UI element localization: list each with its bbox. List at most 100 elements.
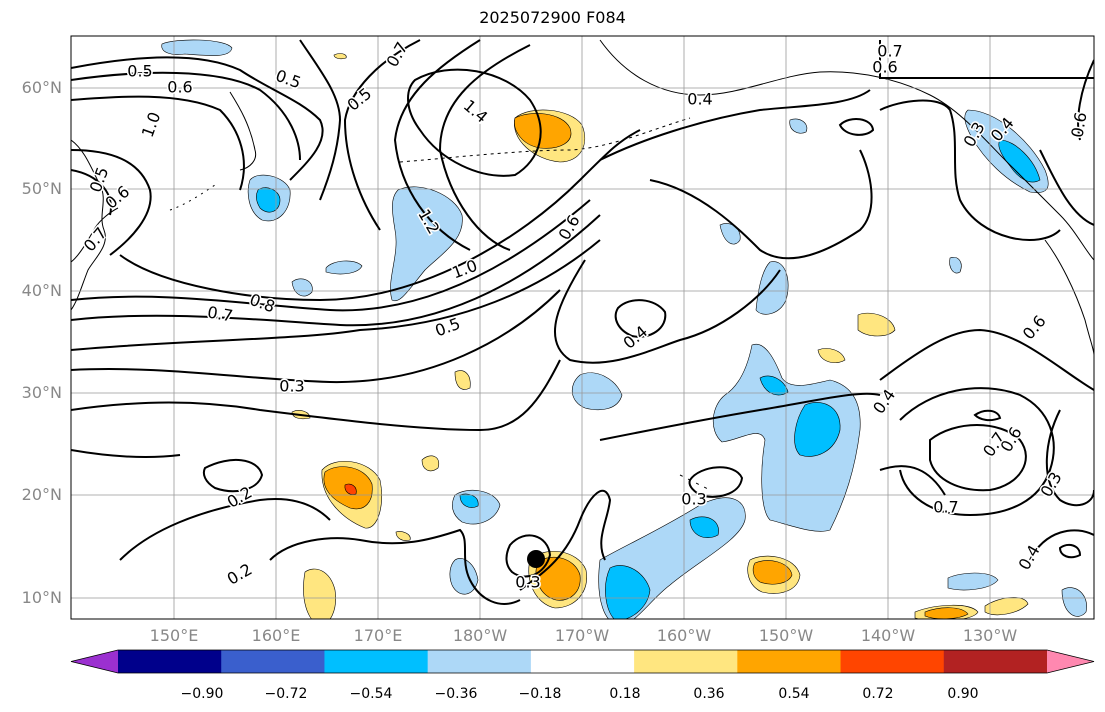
shade-blue-light [325,260,363,275]
contour-label: 0.7 [383,39,412,71]
contour [1077,59,1094,141]
colorbar-extend-right [1047,650,1094,673]
alaska-coast [599,39,1094,261]
colorbar-label: 0.72 [862,686,894,702]
shade-blue-light [719,223,741,245]
contour [879,465,946,496]
contour [393,39,481,251]
shade-yellow [333,53,347,60]
kamchatka-coast [229,91,257,171]
contour [71,289,561,384]
colorbar-label: 0.90 [947,686,979,702]
contour [929,424,1027,492]
colorbar [70,649,1095,674]
colorbar-segment [840,650,945,673]
contour [688,466,744,498]
colorbar-segment [221,650,325,673]
contour-label: 0.6 [167,78,192,97]
shade-blue-light [949,257,962,274]
shade-yellow [454,370,471,390]
contour-label: 0.7 [877,42,902,61]
shade-blue-light [1061,587,1087,617]
contour [554,259,781,364]
contour-label: 0.5 [86,164,113,194]
lon-label: 160°E [251,626,301,645]
shade-blue-light [390,186,463,302]
contour [879,328,1094,391]
shade-red [344,483,357,495]
shade-blue-mid [459,493,479,508]
contour [879,40,1094,79]
contour [71,71,301,161]
shade-blue-light [947,572,999,591]
contour [1058,543,1082,559]
contour [505,534,552,578]
storm-center-marker [527,550,545,568]
shade-blue-light [755,261,789,315]
lat-label: 20°N [21,485,62,504]
lon-label: 140°W [860,626,916,645]
contour-label: 0.3 [279,377,304,396]
contour-label: 0.7 [80,224,111,256]
colorbar-label: −0.54 [349,686,393,702]
contour-label: 0.6 [555,212,584,244]
shade-yellow [817,348,846,363]
contour-label: 0.5 [432,314,462,341]
contour-label: 0.4 [687,90,712,109]
contour [973,409,1002,422]
colorbar-segment [737,650,842,673]
contour [407,68,542,177]
contour [1045,409,1094,507]
contour-label: 0.8 [247,290,277,317]
colorbar-label: −0.72 [264,686,308,702]
contour [202,458,264,493]
colorbar-segment [118,650,222,673]
contour [1029,529,1094,561]
contour-label: 0.3 [515,573,540,592]
lat-label: 10°N [21,588,62,607]
contour [299,39,342,201]
map-title: 2025072900 F084 [479,8,626,27]
colorbar-segment [324,650,429,673]
contour [71,149,152,256]
contour-label: 0.7 [206,302,234,325]
colorbar-segment [634,650,738,673]
coastlines [71,39,1094,491]
contour [71,214,601,327]
contour [71,95,245,191]
contour-label: 0.3 [1037,469,1066,501]
shade-blue-light [161,39,233,56]
colorbar-label: −0.90 [180,686,224,702]
plot-frame [70,35,1095,620]
colorbar-segment [530,650,635,673]
contour [119,498,331,561]
na-west-coast [1044,239,1094,356]
lon-label: 130°W [962,626,1018,645]
shade-blue-mid [689,516,719,539]
shade-orange [752,560,793,585]
contour [119,129,641,302]
contour [899,387,1055,517]
contour-label: 0.4 [620,322,652,353]
contour-label: 0.2 [224,560,256,589]
shade-orange [514,113,572,149]
shade-yellow [395,531,411,541]
lat-label: 40°N [21,281,62,300]
colorbar-outline [70,649,1095,674]
shade-blue-light [789,118,808,134]
lon-label: 150°E [149,626,199,645]
shade-blue-mid [605,565,651,619]
contour-lines [71,39,1094,605]
hawaii-islands [679,474,711,491]
contour [599,89,871,161]
contour [269,528,521,605]
contour [71,56,324,181]
colorbar-label: −0.36 [434,686,478,702]
colorbar-label: 0.36 [693,686,725,702]
negative-anomaly-shading [161,39,1087,619]
contour [519,489,612,591]
asia-coast [71,139,106,311]
aleutian-islands [399,117,691,163]
contour [71,169,112,216]
